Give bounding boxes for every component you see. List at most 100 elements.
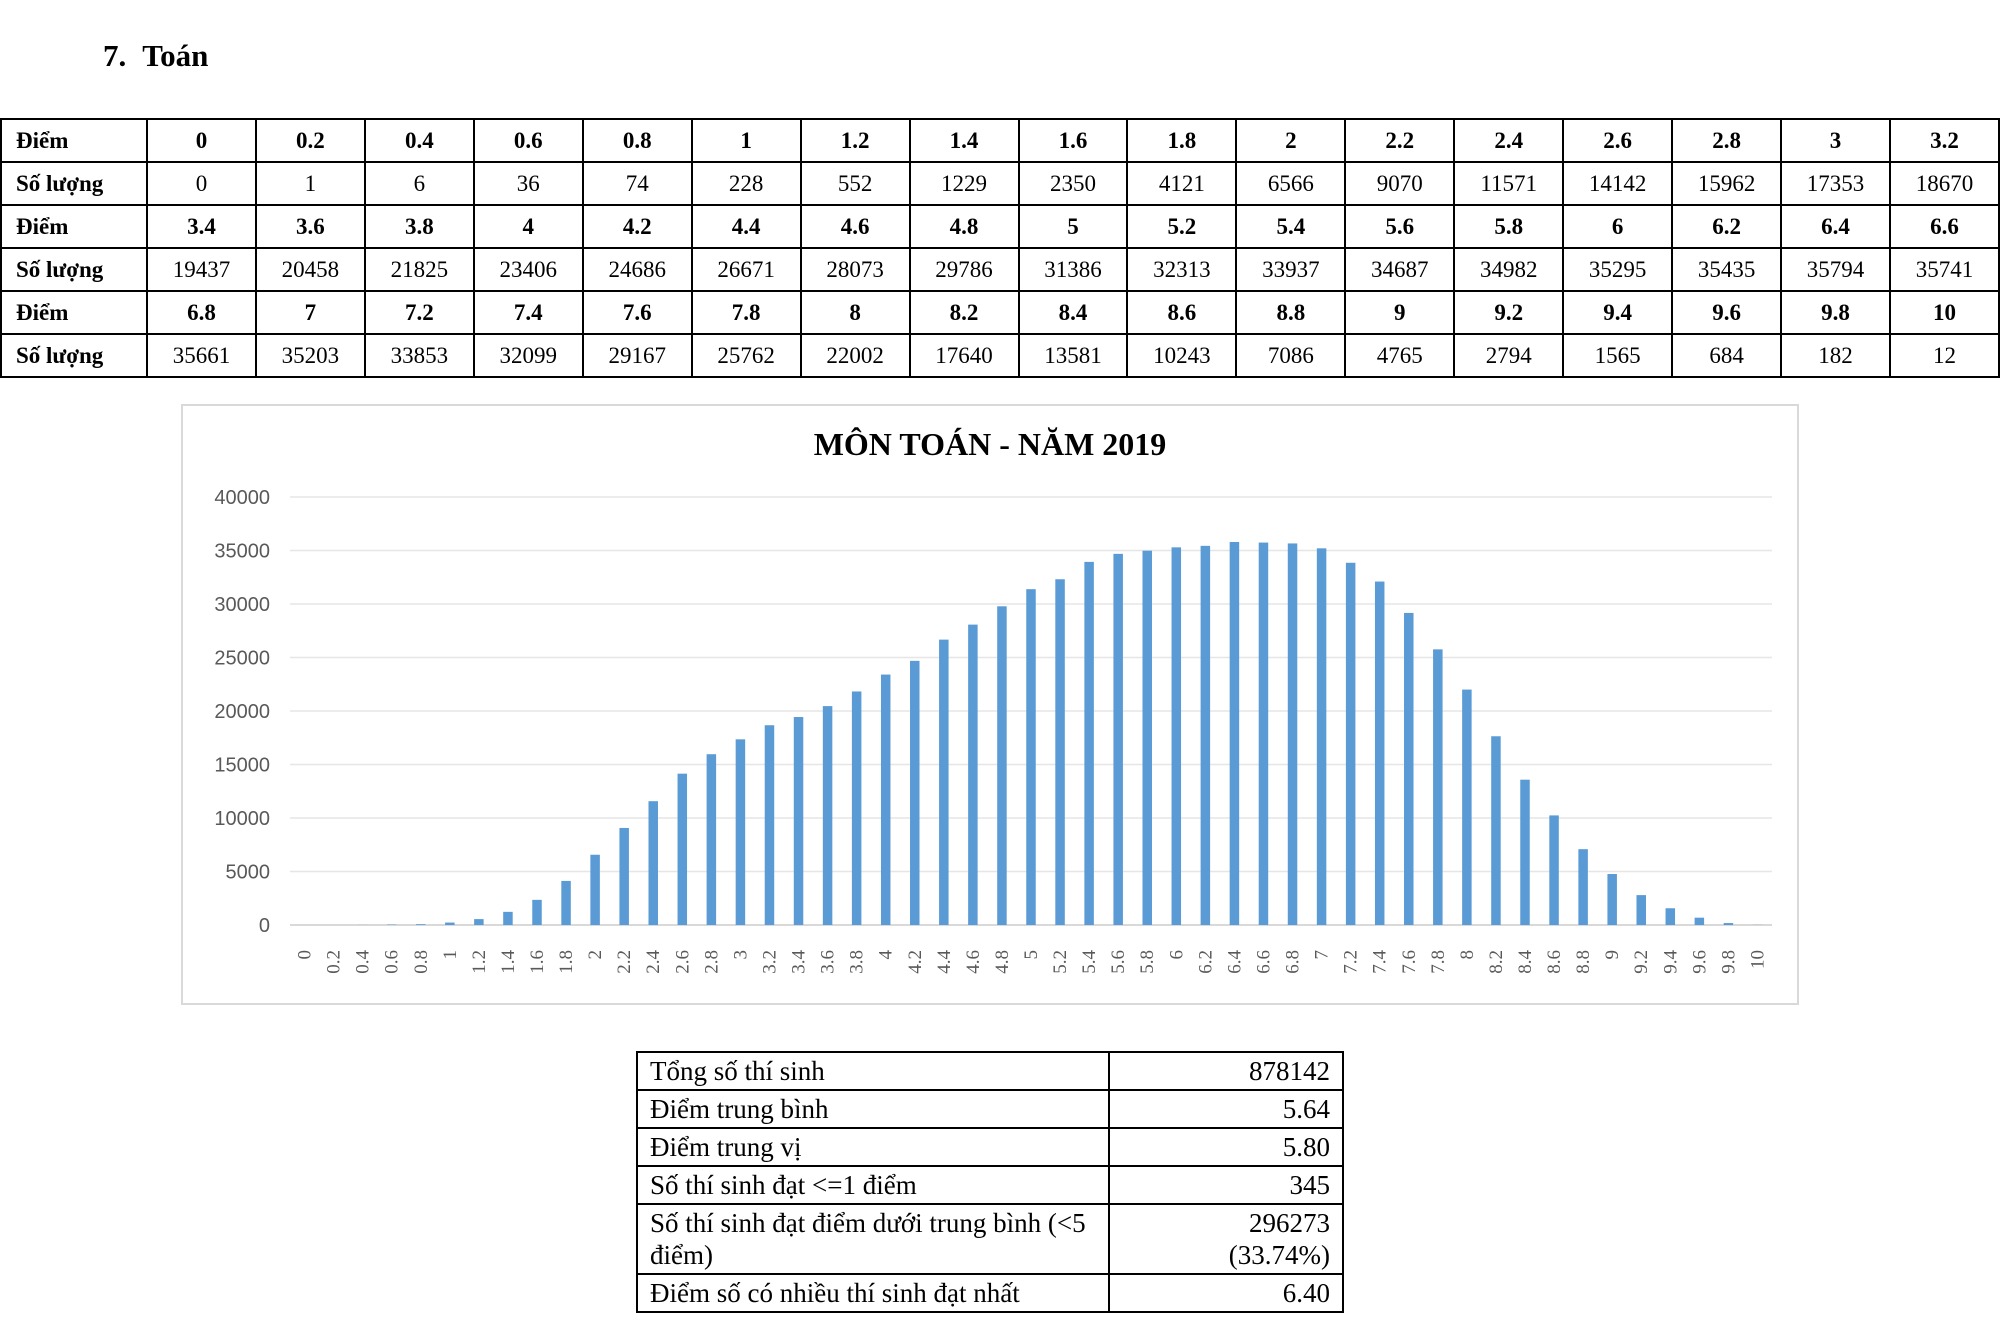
count-cell: 74 xyxy=(581,161,693,206)
x-tick-label: 9 xyxy=(1602,950,1623,960)
bar xyxy=(648,801,658,925)
stats-value: 5.64 xyxy=(1108,1089,1344,1129)
bar xyxy=(1374,581,1385,925)
score-row: Điểm 6.8 7 7.2 7.4 7.6 7.8 8 8.2 8.4 8.6 8.8 9 9.2 9.4… xyxy=(0,290,2000,335)
bar xyxy=(1636,895,1646,925)
score-cell: 5.2 xyxy=(1126,204,1238,249)
count-cell: 29167 xyxy=(581,333,693,378)
count-cell: 13581 xyxy=(1017,333,1129,378)
x-tick-label: 6 xyxy=(1166,950,1187,960)
count-row: Số lượng 0 1 6 36 74 228 552 1229 2350 4121 6566 907… xyxy=(0,161,2000,206)
score-cell: 3.6 xyxy=(254,204,366,249)
x-tick-label: 4 xyxy=(876,950,897,960)
count-cell: 35661 xyxy=(146,333,257,378)
score-cell: 1.4 xyxy=(908,118,1020,163)
stats-label: Số thí sinh đạt điểm dưới trung bình (<5… xyxy=(636,1203,1110,1275)
count-cell: 33853 xyxy=(363,333,475,378)
x-tick-label: 4.2 xyxy=(905,950,926,974)
x-tick-label: 5.2 xyxy=(1050,950,1071,974)
stats-row: Điểm trung bình 5.64 xyxy=(636,1089,1344,1129)
x-tick-label: 3.4 xyxy=(789,950,810,974)
count-cell: 17640 xyxy=(908,333,1020,378)
x-tick-label: 2 xyxy=(585,950,606,960)
x-tick-label: 9.2 xyxy=(1631,950,1652,974)
x-tick-label: 6.8 xyxy=(1283,950,1304,974)
count-cell: 22002 xyxy=(799,333,911,378)
stats-value: 345 xyxy=(1108,1165,1344,1205)
x-tick-label: 2.4 xyxy=(643,950,664,974)
y-tick-label: 40000 xyxy=(214,487,270,509)
count-cell: 12 xyxy=(1889,333,2000,378)
section-title: Toán xyxy=(142,38,209,73)
stats-label: Điểm trung vị xyxy=(636,1127,1110,1167)
count-cell: 9070 xyxy=(1344,161,1456,206)
bar xyxy=(1723,923,1734,925)
stats-label: Điểm số có nhiều thí sinh đạt nhất xyxy=(636,1273,1110,1313)
bar xyxy=(822,706,833,925)
row-header: Số lượng xyxy=(0,247,148,292)
count-cell: 228 xyxy=(690,161,802,206)
bar xyxy=(851,691,862,925)
score-cell: 1.2 xyxy=(799,118,911,163)
score-cell: 8.8 xyxy=(1235,290,1347,335)
count-cell: 10243 xyxy=(1126,333,1238,378)
count-cell: 23406 xyxy=(472,247,584,292)
bar xyxy=(968,624,978,925)
x-tick-label: 3.6 xyxy=(818,950,839,974)
bar xyxy=(474,919,484,925)
score-cell: 3 xyxy=(1780,118,1891,163)
score-cell: 10 xyxy=(1889,290,2000,335)
score-cell: 1 xyxy=(690,118,802,163)
score-cell: 0.4 xyxy=(363,118,475,163)
bar xyxy=(590,854,600,925)
count-cell: 15962 xyxy=(1671,161,1783,206)
bar xyxy=(793,717,804,925)
x-tick-label: 1.2 xyxy=(469,950,490,974)
bar xyxy=(416,924,426,925)
score-cell: 3.4 xyxy=(146,204,257,249)
score-distribution-table: Điểm 0 0.2 0.4 0.6 0.8 1 1.2 1.4 1.6 1.8 2 2.2 2.4 2.6… xyxy=(0,118,2000,378)
count-cell: 36 xyxy=(472,161,584,206)
bar xyxy=(1578,849,1588,925)
chart-title: MÔN TOÁN - NĂM 2019 xyxy=(813,426,1167,462)
stats-label: Số thí sinh đạt <=1 điểm xyxy=(636,1165,1110,1205)
bar xyxy=(880,674,891,925)
score-cell: 6.2 xyxy=(1671,204,1783,249)
x-tick-label: 9.8 xyxy=(1718,950,1739,974)
bar xyxy=(910,660,920,925)
x-tick-label: 8.2 xyxy=(1486,950,1507,974)
score-cell: 2 xyxy=(1235,118,1347,163)
x-tick-label: 4.6 xyxy=(963,950,984,974)
score-cell: 5.4 xyxy=(1235,204,1347,249)
score-cell: 2.6 xyxy=(1562,118,1674,163)
section-number: 7. xyxy=(103,38,127,73)
bar xyxy=(1258,542,1269,925)
bar xyxy=(619,827,629,925)
bar xyxy=(1491,736,1501,925)
x-tick-label: 7 xyxy=(1312,950,1333,960)
count-cell: 1 xyxy=(254,161,366,206)
score-row: Điểm 3.4 3.6 3.8 4 4.2 4.4 4.6 4.8 5 5.2 5.4 5.6 5.8 6… xyxy=(0,204,2000,249)
y-tick-label: 10000 xyxy=(214,808,270,830)
stats-value: 5.80 xyxy=(1108,1127,1344,1167)
summary-stats-table: Tổng số thí sinh 878142 Điểm trung bình 5.6… xyxy=(636,1051,1344,1313)
count-cell: 11571 xyxy=(1453,161,1565,206)
bar xyxy=(997,606,1007,925)
count-cell: 35435 xyxy=(1671,247,1783,292)
x-tick-label: 8.4 xyxy=(1515,950,1536,974)
row-header: Điểm xyxy=(0,204,148,249)
x-tick-label: 5 xyxy=(1021,950,1042,960)
bar xyxy=(1055,579,1065,925)
bar xyxy=(706,754,717,925)
count-cell: 29786 xyxy=(908,247,1020,292)
x-tick-label: 5.4 xyxy=(1079,950,1100,974)
score-cell: 8.4 xyxy=(1017,290,1129,335)
score-cell: 9.2 xyxy=(1453,290,1565,335)
x-tick-label: 6.2 xyxy=(1195,950,1216,974)
count-cell: 1229 xyxy=(908,161,1020,206)
score-cell: 7.6 xyxy=(581,290,693,335)
row-header: Điểm xyxy=(0,290,148,335)
stats-row: Điểm số có nhiều thí sinh đạt nhất 6.40 xyxy=(636,1273,1344,1313)
count-row: Số lượng 19437 20458 21825 23406 24686 26671 28… xyxy=(0,247,2000,292)
